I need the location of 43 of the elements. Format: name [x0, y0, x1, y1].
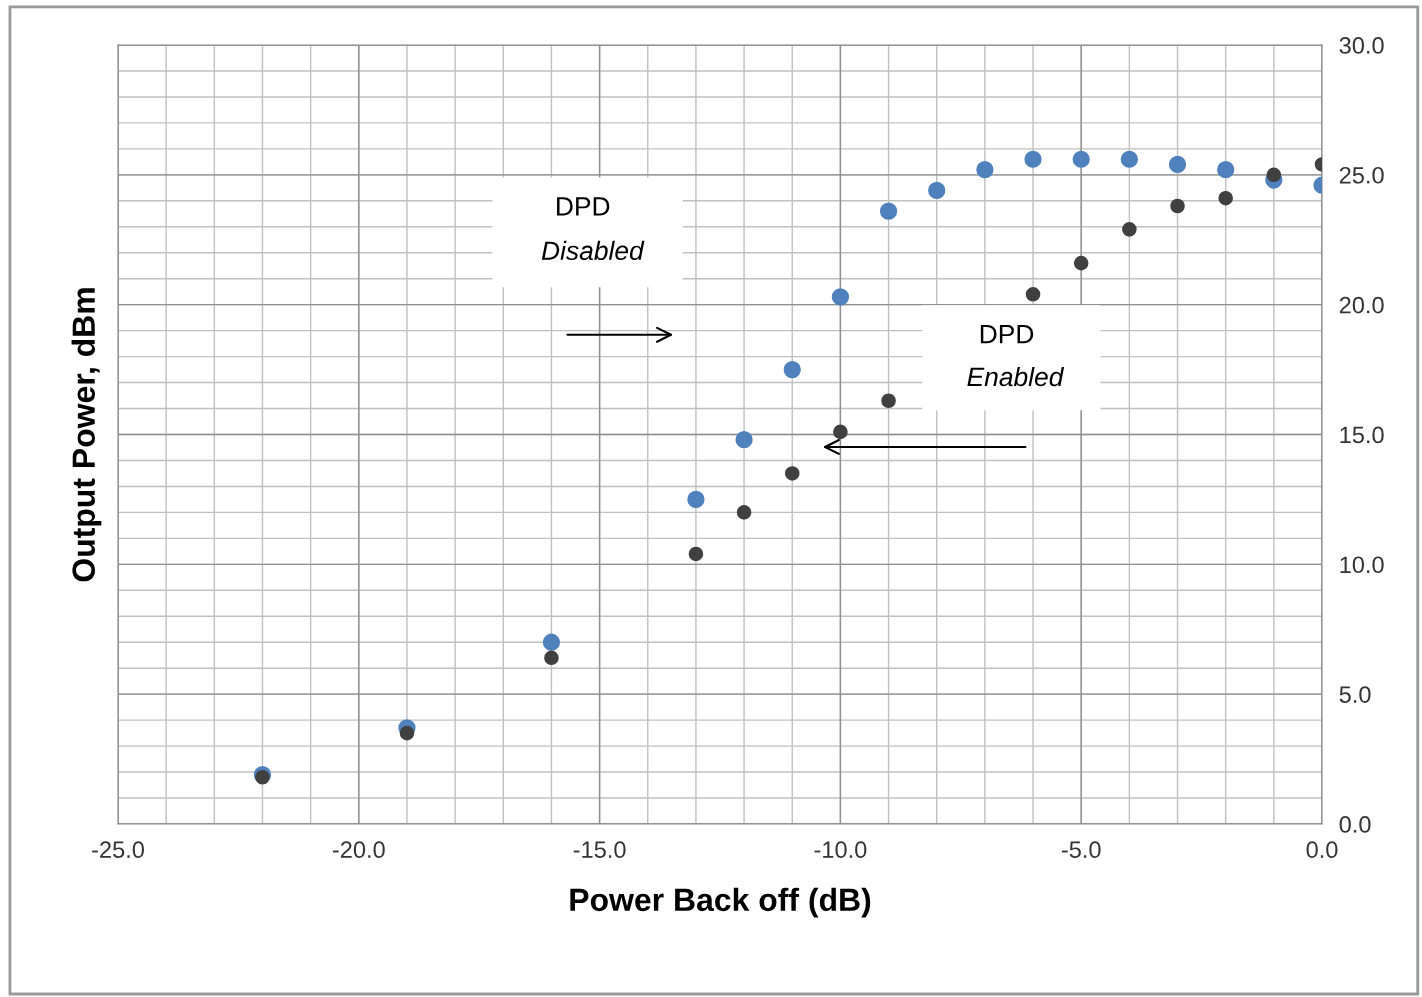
point [879, 202, 898, 220]
x-tick-label: -15.0 [573, 841, 626, 859]
x-tick-label: -25.0 [92, 841, 144, 859]
annotation: DPD Enabled [967, 325, 1065, 387]
y-tick-label: 20.0 [1339, 296, 1384, 314]
point [688, 546, 704, 562]
point [1024, 150, 1042, 168]
point [1217, 161, 1235, 179]
point [542, 633, 561, 651]
y-tick-label: 30.0 [1339, 37, 1384, 54]
point [784, 466, 800, 481]
point [687, 490, 705, 509]
point [928, 181, 946, 200]
y-tick-label: 0.0 [1339, 816, 1371, 833]
point [1168, 155, 1187, 174]
point [1266, 167, 1282, 183]
x-tick-label: -5.0 [1061, 841, 1101, 859]
point [833, 424, 848, 440]
x-tick-label: -20.0 [332, 841, 385, 859]
y-tick-label: 10.0 [1340, 556, 1384, 574]
point [1072, 150, 1090, 168]
point [399, 725, 415, 741]
point [831, 288, 850, 306]
point [735, 431, 753, 449]
y-axis-title: Output Power, dBm [71, 288, 102, 582]
point [1122, 222, 1137, 237]
x-axis-title: Power Back off (dB) [570, 887, 871, 918]
point [783, 360, 801, 379]
y-tick-label: 15.0 [1340, 426, 1384, 444]
point [1025, 286, 1041, 302]
point [881, 393, 896, 409]
point [1120, 150, 1138, 168]
y-tick-label: 5.0 [1339, 686, 1371, 703]
point [1218, 190, 1233, 206]
y-tick-label: 25.0 [1339, 166, 1384, 184]
point [976, 161, 994, 179]
point [544, 650, 559, 666]
point [1170, 198, 1185, 214]
point [736, 505, 752, 520]
x-tick-label: 0.0 [1306, 841, 1338, 859]
annotation: DPD Disabled [541, 197, 645, 261]
x-tick-label: -10.0 [814, 841, 867, 859]
point [1073, 255, 1089, 271]
